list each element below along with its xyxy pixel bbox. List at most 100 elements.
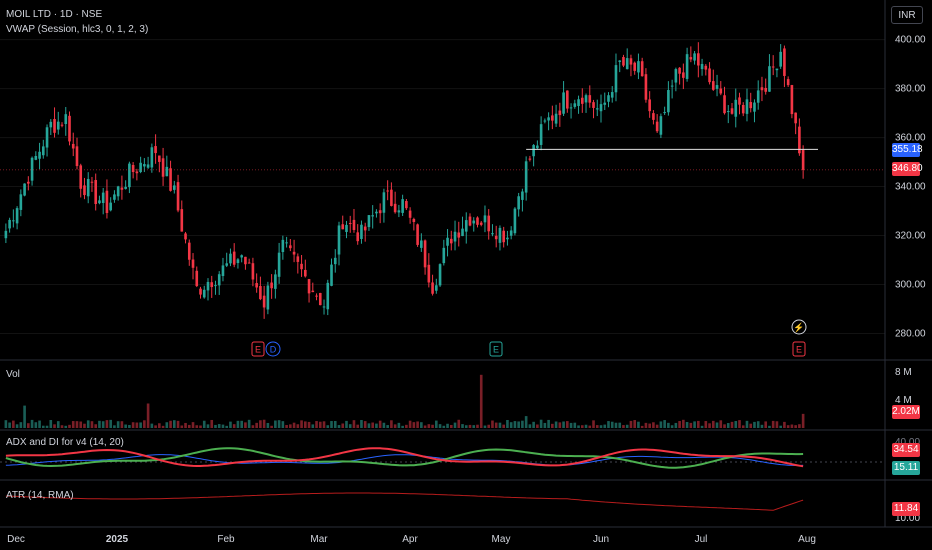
symbol-title[interactable]: MOIL LTD · 1D · NSE [6, 9, 103, 20]
volume-bar [431, 424, 434, 428]
volume-pane-label[interactable]: Vol [6, 369, 20, 380]
candle-body [547, 117, 550, 121]
candle-body [524, 161, 528, 193]
volume-bar [532, 421, 535, 428]
event-marker-earnings[interactable]: E [489, 341, 503, 357]
candle-body [247, 262, 251, 264]
candle-body [131, 165, 135, 173]
candle-body [408, 210, 412, 218]
volume-bar [128, 424, 131, 428]
candle-body [124, 186, 127, 189]
volume-bar [277, 420, 281, 428]
volume-bar [318, 421, 322, 428]
time-axis-label: Apr [402, 534, 418, 545]
volume-bar [292, 422, 296, 428]
volume-bar [229, 421, 232, 428]
candle-body [86, 178, 90, 197]
volume-bar [393, 424, 397, 428]
volume-bar [584, 424, 588, 428]
volume-bar [210, 419, 214, 428]
event-marker-earnings[interactable]: E [792, 341, 806, 357]
volume-bar [798, 424, 801, 428]
volume-bar [98, 420, 101, 428]
volume-bar [289, 424, 292, 428]
volume-bar [749, 423, 753, 428]
adx-pane-label[interactable]: ADX and DI for v4 (14, 20) [6, 437, 124, 448]
volume-bar [764, 421, 768, 428]
price-candles[interactable] [4, 42, 805, 319]
candle-body [491, 233, 494, 235]
candle-body [457, 232, 461, 238]
candle-body [262, 295, 266, 308]
event-marker-earnings[interactable]: E [251, 341, 265, 357]
volume-bar [610, 421, 614, 428]
last-price-badge: 346.80 [892, 162, 923, 176]
event-marker-dividend[interactable]: D [265, 341, 281, 357]
candle-body [83, 185, 86, 196]
volume-bar [644, 422, 648, 428]
vwap-indicator-label[interactable]: VWAP (Session, hlc3, 0, 1, 2, 3) [6, 24, 149, 35]
price-tick-label: 340.00 [895, 182, 926, 193]
candle-body [719, 88, 723, 94]
candle-body [551, 115, 554, 121]
candle-body [8, 219, 11, 229]
event-markers[interactable]: E D E⚡E [251, 319, 807, 357]
volume-bar [678, 421, 681, 428]
volume-bar [68, 424, 71, 428]
event-marker-label: E [493, 345, 499, 355]
volume-bar [715, 422, 719, 428]
volume-bar [139, 422, 142, 428]
volume-bar [221, 424, 225, 428]
candle-body [150, 147, 154, 168]
volume-bar [75, 421, 79, 428]
candle-body [711, 81, 715, 90]
currency-button[interactable]: INR [891, 6, 923, 24]
event-marker-outline [489, 341, 503, 357]
candle-body [622, 57, 625, 66]
volume-bar [685, 422, 689, 428]
event-marker-news[interactable]: ⚡ [791, 319, 807, 335]
candle-body [435, 285, 438, 291]
volume-bar [240, 420, 243, 428]
adx-tick-40: 40.00 [895, 437, 920, 448]
candle-body [760, 87, 764, 91]
volume-bar [723, 424, 726, 428]
volume-bar [266, 422, 270, 428]
candle-body [603, 102, 607, 105]
candle-body [311, 290, 315, 293]
volume-bar [558, 422, 562, 428]
volume-bar [397, 422, 401, 428]
volume-bar [670, 425, 674, 428]
volume-bar [569, 422, 573, 428]
candle-body [363, 226, 367, 231]
candle-body [715, 85, 719, 89]
volume-bar [41, 425, 45, 428]
volume-bar [689, 422, 693, 428]
candle-body [225, 263, 229, 266]
volume-bar [667, 422, 670, 428]
volume-bar [566, 421, 569, 428]
candle-body [229, 253, 232, 264]
candle-body [536, 145, 539, 149]
candle-body [794, 112, 797, 124]
time-axis-label: Aug [798, 534, 816, 545]
candle-body [120, 187, 124, 190]
volume-bar [83, 423, 86, 428]
candle-body [700, 63, 704, 70]
candle-body [71, 143, 75, 149]
volume-bar [232, 424, 236, 428]
volume-bar [513, 421, 517, 428]
time-axis-label: Mar [310, 534, 328, 545]
volume-bar [165, 422, 169, 428]
atr-pane-label[interactable]: ATR (14, RMA) [6, 490, 74, 501]
volume-bar [449, 424, 453, 428]
volume-bar [756, 421, 760, 428]
candle-body [191, 259, 195, 268]
volume-bar [614, 422, 618, 428]
volume-bar [427, 424, 431, 428]
candle-body [693, 53, 696, 61]
candle-body [348, 223, 352, 225]
volume-bar [768, 425, 771, 428]
candle-body [352, 219, 356, 230]
